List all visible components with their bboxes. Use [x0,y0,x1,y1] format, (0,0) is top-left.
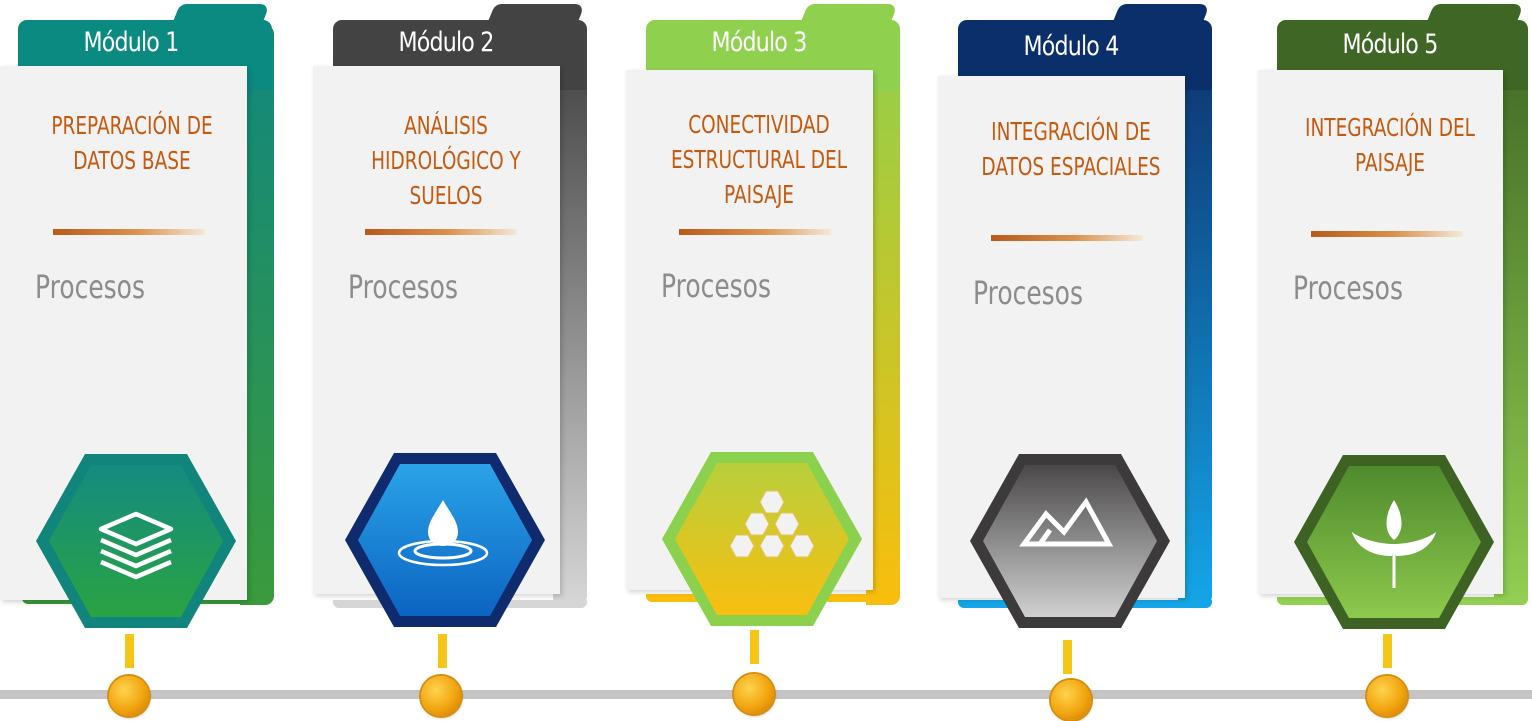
module-divider [991,235,1143,241]
module-card-title: INTEGRACIÓN DEL PAISAJE [1305,113,1475,177]
timeline-marker [1051,680,1091,720]
module-1: Módulo 1 PREPARACIÓN DE DATOS BASE Proce… [0,0,300,721]
module-hexagon [662,452,862,626]
module-5: Módulo 5 INTEGRACIÓN DEL PAISAJE Proceso… [1232,0,1532,721]
module-card-title: ANÁLISIS HIDROLÓGICO Y SUELOS [371,111,521,210]
timeline-marker [1367,676,1407,716]
module-card-title: CONECTIVIDAD ESTRUCTURAL DEL PAISAJE [670,110,848,209]
processes-label: Procesos [35,268,145,306]
water-drop-icon [397,500,489,567]
module-divider [679,229,831,235]
hexagon-cluster-icon [729,490,815,558]
processes-label: Procesos [348,268,458,306]
module-hexagon [345,453,545,627]
timeline-stem [438,634,447,668]
module-title: Módulo 5 [1342,29,1438,60]
module-title: Módulo 4 [1023,31,1119,62]
module-title: Módulo 1 [83,27,179,58]
layers-icon [98,511,174,580]
sprout-icon [1352,500,1436,588]
processes-label: Procesos [973,274,1083,312]
module-hexagon [970,454,1170,628]
timeline-marker [421,676,461,716]
timeline-marker [109,676,149,716]
module-title: Módulo 2 [398,27,494,58]
processes-label: Procesos [661,267,771,305]
module-divider [1311,231,1463,237]
module-2: Módulo 2 ANÁLISIS HIDROLÓGICO Y SUELOS P… [313,0,613,721]
module-card-title: INTEGRACIÓN DE DATOS ESPACIALES [981,117,1161,181]
timeline-marker [734,674,774,714]
timeline-stem [125,634,134,668]
processes-label: Procesos [1293,269,1403,307]
timeline-stem [750,630,759,664]
module-card-title: PREPARACIÓN DE DATOS BASE [51,111,213,175]
module-title: Módulo 3 [711,27,807,58]
timeline-stem [1383,634,1392,668]
mountains-icon [1019,497,1114,547]
module-4: Módulo 4 INTEGRACIÓN DE DATOS ESPACIALES… [938,0,1238,721]
module-hexagon [1294,455,1494,629]
module-hexagon [36,454,236,628]
module-divider [53,229,205,235]
timeline-stem [1063,640,1072,674]
module-divider [365,229,517,235]
module-3: Módulo 3 CONECTIVIDAD ESTRUCTURAL DEL PA… [626,0,926,721]
